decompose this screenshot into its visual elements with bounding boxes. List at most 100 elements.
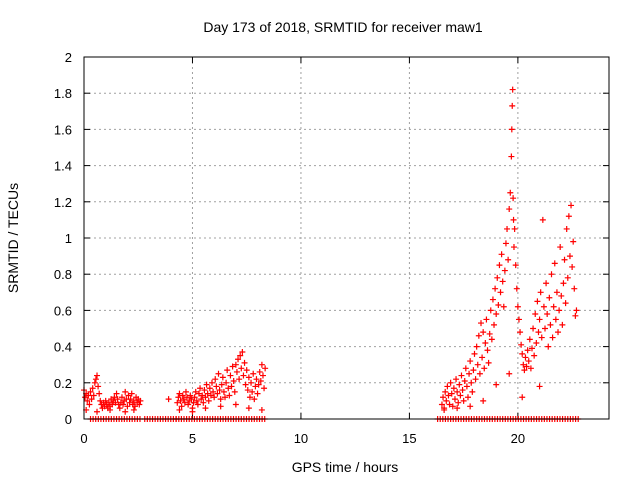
data-point: [89, 385, 96, 392]
data-point: [444, 383, 451, 390]
data-point: [547, 321, 554, 328]
data-point: [482, 339, 489, 346]
data-point: [225, 385, 232, 392]
data-point: [200, 399, 207, 406]
data-point: [568, 202, 575, 209]
y-tick-label: 0.6: [54, 303, 72, 318]
grid-lines: [84, 57, 609, 419]
data-point: [252, 383, 259, 390]
data-point: [250, 370, 257, 377]
data-point: [86, 401, 93, 408]
data-point: [457, 392, 464, 399]
chart-title: Day 173 of 2018, SRMTID for receiver maw…: [203, 19, 483, 35]
data-point: [539, 216, 546, 223]
y-tick-label: 1: [65, 231, 72, 246]
data-point: [255, 381, 262, 388]
data-point: [188, 396, 195, 403]
data-point: [471, 350, 478, 357]
data-point: [526, 336, 533, 343]
data-point: [84, 397, 91, 404]
x-tick-label: 10: [294, 431, 308, 446]
data-point: [207, 392, 214, 399]
data-point: [131, 403, 138, 410]
data-point: [218, 381, 225, 388]
data-point: [544, 311, 551, 318]
data-point: [190, 399, 197, 406]
data-point: [116, 405, 123, 412]
data-point: [476, 370, 483, 377]
data-point: [241, 359, 248, 366]
x-axis-title: GPS time / hours: [292, 459, 399, 475]
data-point: [524, 347, 531, 354]
data-point: [564, 274, 571, 281]
data-point: [488, 336, 495, 343]
data-point: [246, 394, 253, 401]
data-point: [179, 392, 186, 399]
data-point: [105, 399, 112, 406]
data-point: [232, 401, 239, 408]
data-point: [213, 383, 220, 390]
data-point: [521, 367, 528, 374]
data-point: [90, 392, 97, 399]
y-tick-label: 1.6: [54, 122, 72, 137]
data-point: [124, 403, 131, 410]
data-point: [219, 374, 226, 381]
data-point: [525, 358, 532, 365]
data-point: [543, 280, 550, 287]
data-point: [185, 401, 192, 408]
data-point: [254, 390, 261, 397]
data-point: [527, 365, 534, 372]
data-point: [556, 307, 563, 314]
data-point: [217, 396, 224, 403]
data-point: [443, 397, 450, 404]
data-point: [92, 376, 99, 383]
data-point: [206, 385, 213, 392]
data-point: [177, 397, 184, 404]
data-point: [546, 294, 553, 301]
plot-frame: [83, 56, 610, 420]
data-point: [222, 394, 229, 401]
data-point: [107, 406, 114, 413]
data-point: [515, 316, 522, 323]
data-point: [248, 379, 255, 386]
data-point: [215, 370, 222, 377]
data-point: [122, 408, 129, 415]
data-point: [486, 330, 493, 337]
data-point: [531, 352, 538, 359]
data-point: [453, 376, 460, 383]
data-point: [203, 381, 210, 388]
data-point: [511, 225, 518, 232]
data-point: [557, 244, 564, 251]
data-point: [519, 350, 526, 357]
x-tick-label: 0: [80, 431, 87, 446]
data-point: [493, 311, 500, 318]
data-point: [512, 262, 519, 269]
data-point: [227, 372, 234, 379]
x-tick-label: 20: [511, 431, 525, 446]
data-point: [193, 397, 200, 404]
data-point: [111, 394, 118, 401]
data-point: [458, 372, 465, 379]
data-point: [553, 289, 560, 296]
data-point: [479, 354, 486, 361]
data-point: [456, 381, 463, 388]
data-point: [94, 408, 101, 415]
data-point: [467, 358, 474, 365]
data-point: [560, 280, 567, 287]
data-point: [480, 329, 487, 336]
data-point: [523, 363, 530, 370]
data-point: [176, 406, 183, 413]
data-point: [549, 334, 556, 341]
data-point: [259, 372, 266, 379]
data-point: [102, 397, 109, 404]
data-point: [481, 365, 488, 372]
data-point: [114, 396, 121, 403]
data-point: [551, 260, 558, 267]
data-point: [187, 392, 194, 399]
data-point: [500, 303, 507, 310]
data-point: [228, 383, 235, 390]
data-point: [495, 301, 502, 308]
data-point: [236, 376, 243, 383]
data-point: [130, 397, 137, 404]
data-point: [572, 312, 579, 319]
